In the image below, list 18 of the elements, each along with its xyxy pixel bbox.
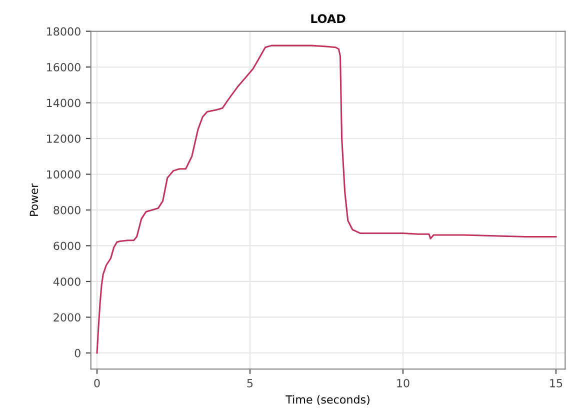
x-tick-label: 10 [397, 378, 410, 388]
y-tick-label: 6000 [54, 242, 80, 250]
y-tick-label: 10000 [47, 170, 80, 179]
y-tick-label: 2000 [54, 313, 80, 322]
x-axis-title: Time (seconds) [286, 395, 370, 405]
y-tick-label: 4000 [53, 277, 80, 286]
y-tick-label: 8000 [54, 206, 80, 214]
line-series [96, 44, 557, 354]
x-tick-label: 15 [550, 379, 562, 388]
x-tick-label: 5 [247, 379, 253, 388]
y-tick-label: 0 [74, 348, 80, 358]
chart-title: LOAD [311, 14, 346, 24]
x-tick-label: 0 [94, 378, 100, 388]
y-tick-label: 12000 [47, 134, 80, 143]
y-tick-label: 16000 [47, 62, 80, 72]
y-tick-label: 14000 [47, 98, 80, 108]
y-tick-label: 18000 [47, 27, 80, 36]
y-axis-title: Power [30, 183, 38, 216]
